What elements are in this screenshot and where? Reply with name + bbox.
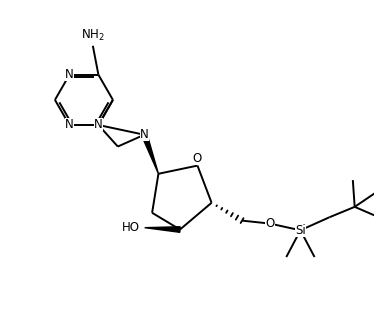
Text: N: N: [94, 118, 103, 131]
Text: Si: Si: [295, 224, 306, 237]
Polygon shape: [142, 134, 158, 174]
Text: O: O: [265, 217, 274, 230]
Text: N: N: [65, 68, 74, 81]
Text: N: N: [140, 128, 149, 141]
Polygon shape: [145, 227, 180, 232]
Text: HO: HO: [122, 221, 140, 234]
Text: NH$_2$: NH$_2$: [81, 28, 105, 43]
Text: N: N: [65, 118, 74, 131]
Text: O: O: [193, 152, 202, 165]
